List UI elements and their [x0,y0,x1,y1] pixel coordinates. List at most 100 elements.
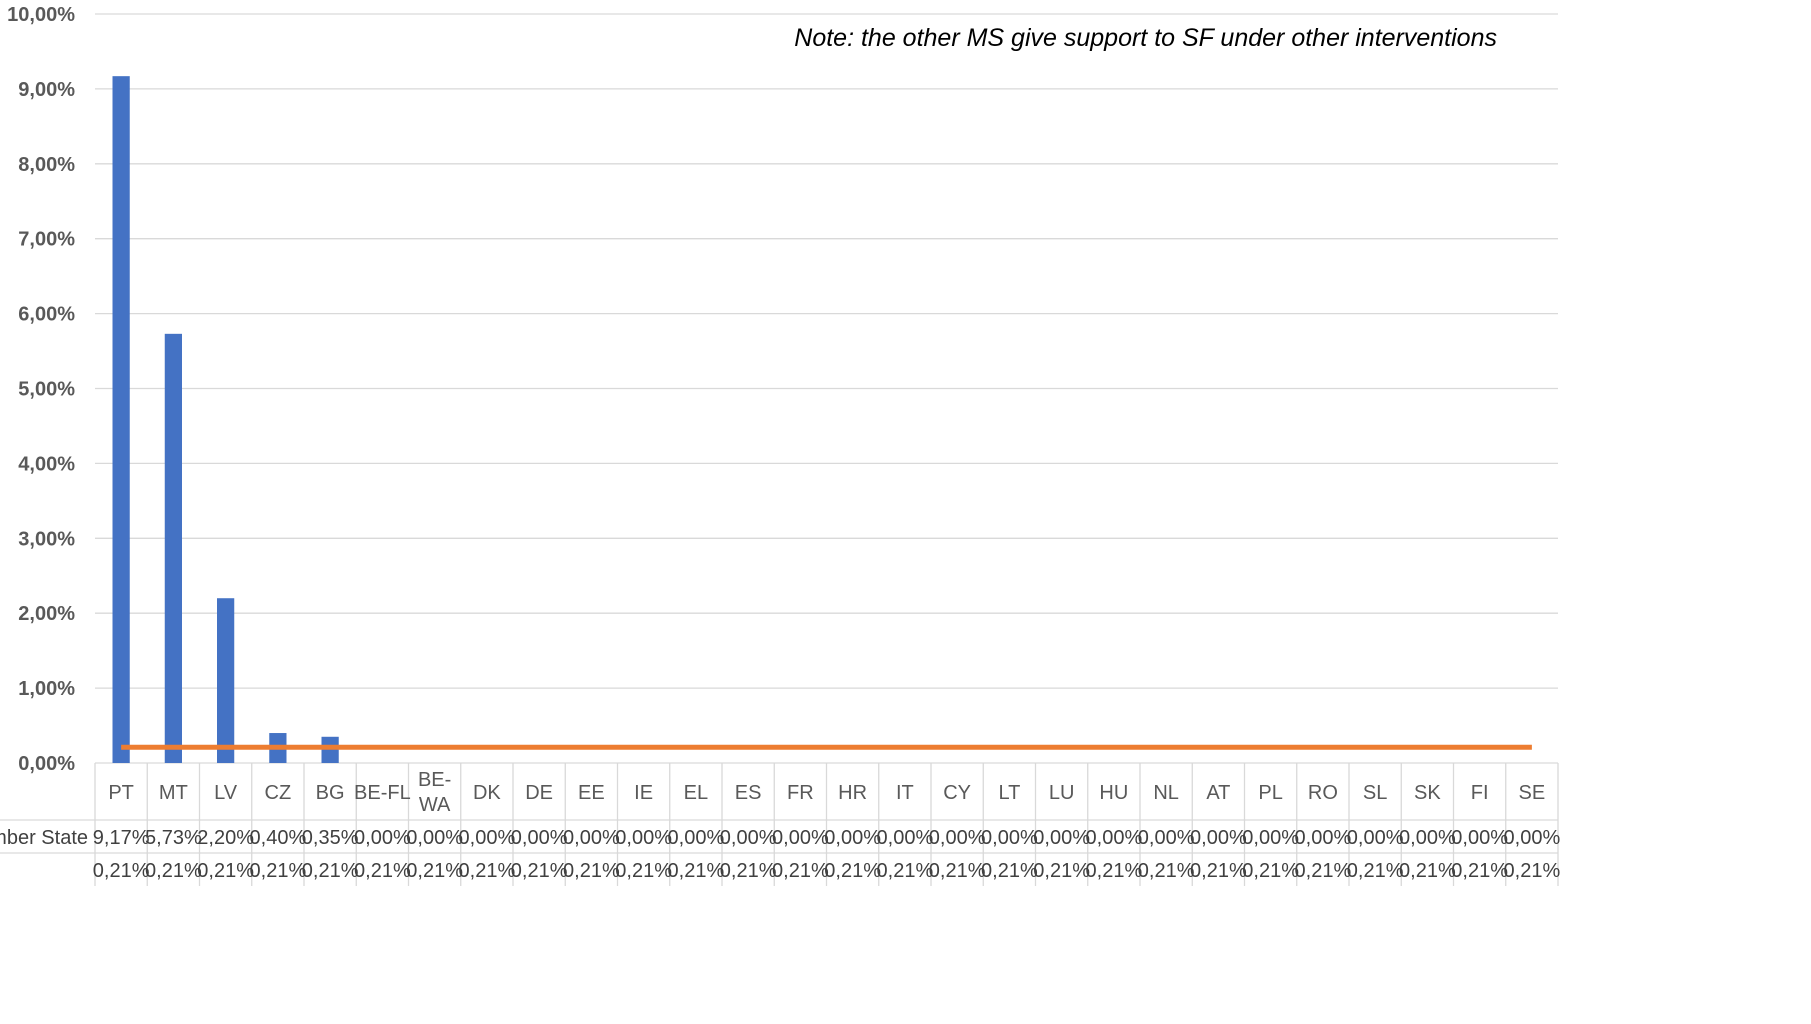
category-label: DK [473,782,501,804]
table-cell-line-value: 0,21% [1033,860,1090,882]
table-cell-bar-value: 0,00% [511,827,568,849]
y-axis: 0,00% 1,00% 2,00% 3,00% 4,00% 5,00% 6,00% 7,00%… [7,4,75,775]
category-label: SE [1519,782,1546,804]
y-tick-label: 2,00% [18,603,75,625]
table-cell-bar-value: 0,00% [772,827,829,849]
table-cell-line-value: 0,21% [877,860,934,882]
table-cell-bar-value: 0,00% [668,827,725,849]
table-cell-line-value: 0,21% [1242,860,1299,882]
data-table: Member State PT MT LV CZ BG BE-FL BE-WA DK DE EE IE… [0,763,1560,886]
table-cell-bar-value: 0,00% [615,827,672,849]
category-label: DE [525,782,553,804]
table-cell-line-value: 0,21% [406,860,463,882]
y-tick-label: 9,00% [18,79,75,101]
category-label: SK [1414,782,1441,804]
table-cell-bar-value: 0,00% [1086,827,1143,849]
table-cell-bar-value: 0,00% [1190,827,1247,849]
table-cell-bar-value: 0,00% [354,827,411,849]
table-cell-line-value: 0,21% [824,860,881,882]
table-cell-line-value: 0,21% [615,860,672,882]
table-cell-bar-value: 0,00% [1399,827,1456,849]
y-tick-label: 1,00% [18,678,75,700]
table-cell-bar-value: 0,00% [877,827,934,849]
table-cell-bar-value: 9,17% [93,827,150,849]
table-cell-line-value: 0,21% [1504,860,1561,882]
category-label: LV [214,782,238,804]
table-cell-line-value: 0,21% [302,860,359,882]
table-cell-line-value: 0,21% [511,860,568,882]
category-label: BE-FL [354,782,411,804]
y-tick-label: 7,00% [18,229,75,251]
table-cell-bar-value: 0,00% [1242,827,1299,849]
table-cell-bar-value: 0,00% [459,827,516,849]
table-cell-line-value: 0,21% [459,860,516,882]
table-cell-bar-value: 0,00% [1451,827,1508,849]
y-tick-label: 10,00% [7,4,75,26]
table-cell-line-value: 0,21% [145,860,202,882]
table-cell-line-value: 0,21% [772,860,829,882]
category-label: ES [735,782,762,804]
category-label: NL [1153,782,1179,804]
table-cell-line-value: 0,21% [1190,860,1247,882]
y-tick-label: 8,00% [18,154,75,176]
table-cell-bar-value: 0,00% [1033,827,1090,849]
bar-BG [321,736,339,763]
table-cell-line-value: 0,21% [93,860,150,882]
table-cell-line-value: 0,21% [1347,860,1404,882]
legend-entry-bars: Member State [0,827,88,849]
category-label: PT [108,782,134,804]
table-cell-bar-value: 0,00% [1138,827,1195,849]
table-cell-bar-value: 0,00% [1295,827,1352,849]
category-label: BG [316,782,345,804]
category-label: PL [1258,782,1282,804]
gridlines [95,13,1558,764]
table-cell-bar-value: 0,40% [250,827,307,849]
table-cell-line-value: 0,21% [1138,860,1195,882]
y-tick-label: 6,00% [18,304,75,326]
table-cell-bar-value: 0,00% [824,827,881,849]
table-cell-line-value: 0,21% [1295,860,1352,882]
category-label: LT [998,782,1020,804]
table-cell-line-value: 0,21% [250,860,307,882]
category-label: CZ [265,782,292,804]
table-cell-bar-value: 0,00% [720,827,777,849]
bars [112,76,339,764]
table-cell-line-value: 0,21% [1451,860,1508,882]
table-cell-bar-value: 0,00% [406,827,463,849]
table-cell-bar-value: 0,00% [981,827,1038,849]
table-cell-line-value: 0,21% [981,860,1038,882]
table-cell-bar-value: 2,20% [197,827,254,849]
category-label: EE [578,782,605,804]
y-tick-label: 3,00% [18,528,75,550]
table-cell-bar-value: 0,00% [1504,827,1561,849]
table-cell-line-value: 0,21% [354,860,411,882]
table-cell-line-value: 0,21% [668,860,725,882]
table-cell-line-value: 0,21% [720,860,777,882]
category-label: FI [1471,782,1489,804]
table-cell-bar-value: 0,00% [929,827,986,849]
y-tick-label: 0,00% [18,753,75,775]
y-tick-label: 4,00% [18,453,75,475]
table-cell-bar-value: 5,73% [145,827,202,849]
table-cell-bar-value: 0,00% [563,827,620,849]
table-cell-line-value: 0,21% [1399,860,1456,882]
table-cell-line-value: 0,21% [1086,860,1143,882]
chart-note: Note: the other MS give support to SF un… [794,24,1497,52]
table-cell-bar-value: 0,35% [302,827,359,849]
bar-PT [112,76,130,764]
category-label: IE [634,782,653,804]
category-label: HR [838,782,867,804]
category-label: LU [1049,782,1075,804]
category-label: SL [1363,782,1387,804]
table-cell-line-value: 0,21% [197,860,254,882]
bar-LV [217,598,235,763]
category-label: MT [159,782,188,804]
table-cell-bar-value: 0,00% [1347,827,1404,849]
category-label: AT [1206,782,1230,804]
y-tick-label: 5,00% [18,379,75,401]
category-label: RO [1308,782,1338,804]
category-label: CY [943,782,971,804]
category-label: BE-WA [418,769,451,816]
